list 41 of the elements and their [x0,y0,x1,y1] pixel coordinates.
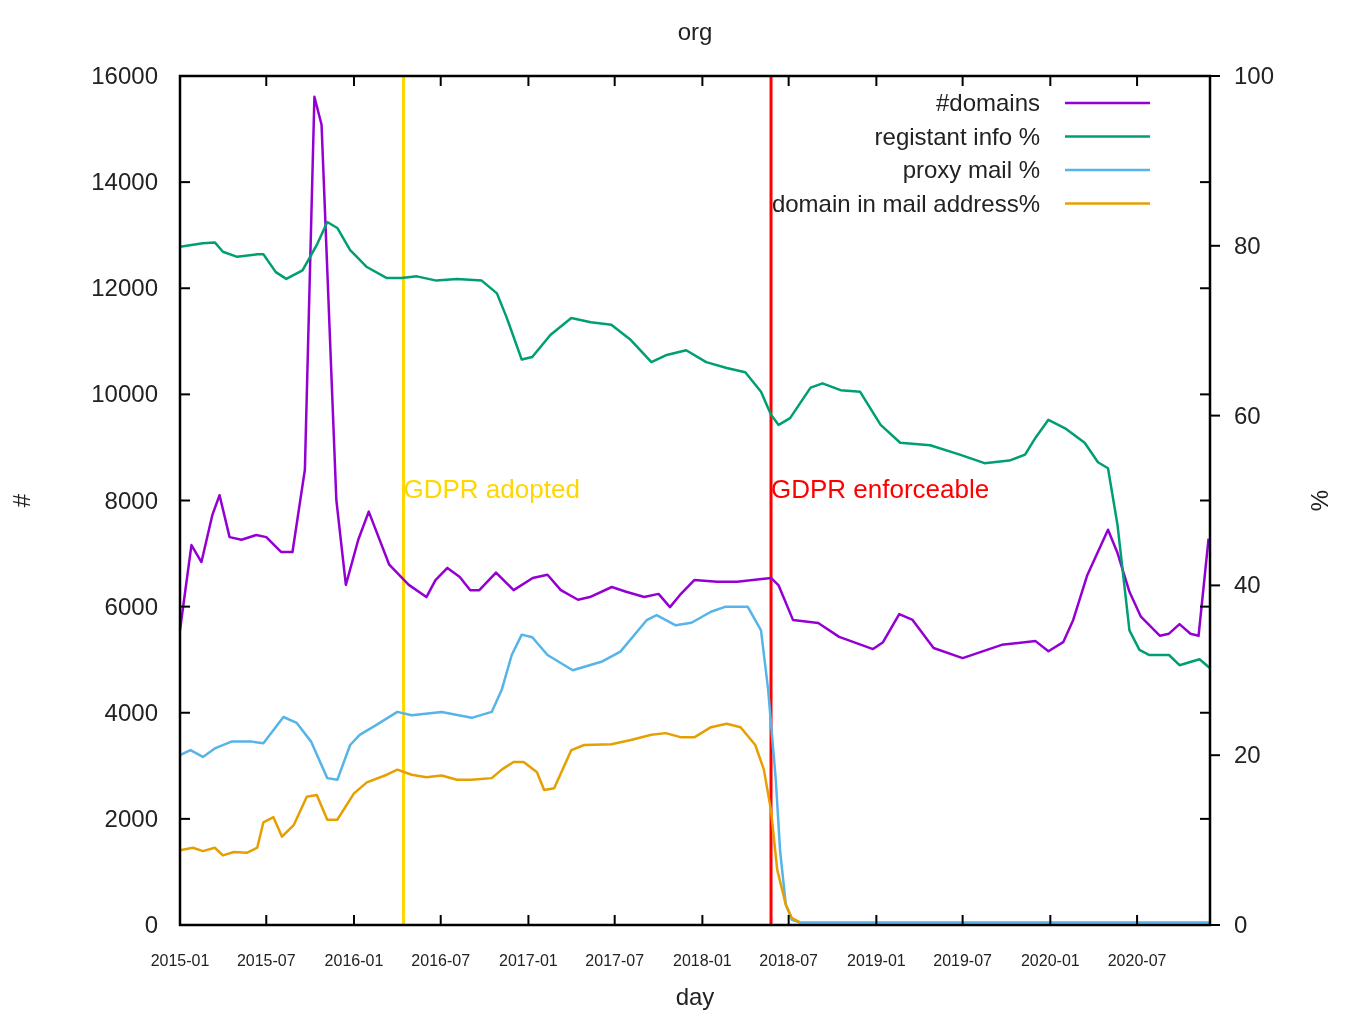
legend-label: domain in mail address% [771,189,1040,217]
x-axis-title: day [675,983,715,1010]
x-tick-label: 2019-01 [847,952,906,969]
y2-axis-title: % [1306,489,1333,512]
line-series [178,722,802,924]
ref-line-label: GDPR enforceable [771,473,990,504]
x-tick-label: 2016-01 [324,952,384,969]
y2-tick-label: 80 [1234,231,1261,259]
x-tick-label: 2019-07 [933,952,993,969]
x-tick-label: 2020-07 [1107,952,1167,969]
x-tick-label: 2018-07 [759,952,819,969]
y-tick-label: 0 [144,911,158,938]
x-tick-label: 2018-01 [673,952,732,969]
y-tick-label: 14000 [91,168,158,196]
y2-tick-label: 60 [1234,401,1261,429]
x-tick-label: 2016-07 [411,952,471,969]
x-tick-label: 2015-07 [236,952,296,969]
x-tick-label: 2015-01 [150,952,210,969]
legend-label: proxy mail % [902,156,1040,183]
y2-tick-label: 0 [1234,911,1248,938]
y-tick-label: 6000 [104,592,158,620]
y-tick-label: 4000 [104,698,158,726]
y-tick-label: 12000 [91,274,158,302]
legend-label: #domains [935,89,1040,116]
x-tick-label: 2020-01 [1020,952,1080,969]
y-tick-label: 2000 [104,804,158,832]
ref-line-label: GDPR adopted [403,473,580,504]
legend-label: registant info % [874,122,1040,150]
x-tick-label: 2017-07 [585,952,645,969]
line-series [178,605,1211,924]
line-series [178,95,1210,660]
y-axis-title: # [8,493,35,508]
y-tick-label: 16000 [91,62,158,89]
y-tick-label: 10000 [91,380,158,408]
y2-tick-label: 100 [1234,62,1275,89]
y2-tick-label: 40 [1234,571,1261,599]
chart-title: org [677,18,713,45]
line-series [178,220,1211,669]
x-tick-label: 2017-01 [499,952,558,969]
y2-tick-label: 20 [1234,741,1261,769]
y-tick-label: 8000 [104,486,158,514]
